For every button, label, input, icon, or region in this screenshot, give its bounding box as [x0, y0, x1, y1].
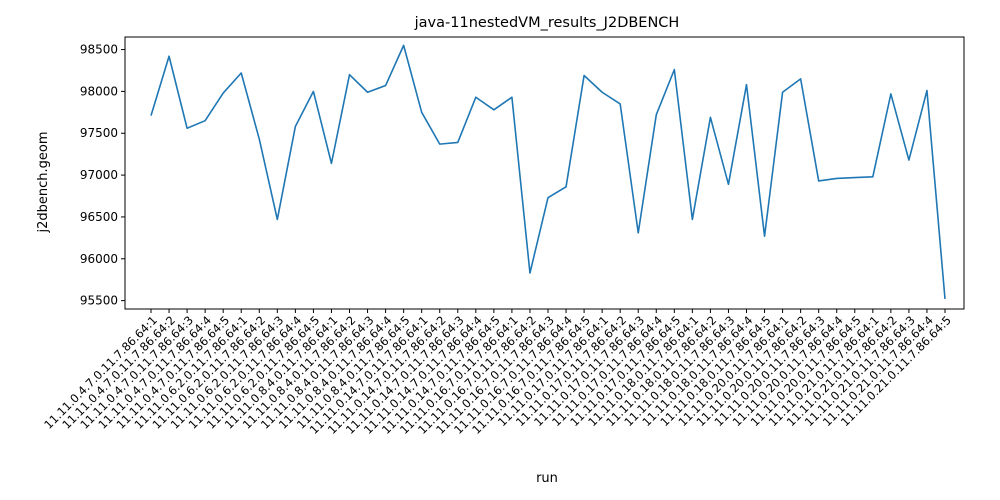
series-line — [150, 44, 946, 300]
y-tick-label: 96000 — [80, 252, 118, 266]
y-tick-label: 97500 — [80, 126, 118, 140]
chart-title: java-11nestedVM_results_J2DBENCH — [414, 15, 680, 31]
y-tick-label: 98500 — [80, 43, 118, 57]
x-axis-label: run — [536, 471, 558, 486]
y-tick-label: 96500 — [80, 210, 118, 224]
y-tick-label: 95500 — [80, 294, 118, 308]
plot-area — [150, 44, 946, 300]
y-axis-label: j2dbench.geom — [36, 131, 51, 233]
y-tick-label: 97000 — [80, 168, 118, 182]
plot-frame — [124, 36, 965, 310]
y-axis-ticks: 95500 96000 96500 97000 97500 98000 98500 — [80, 43, 125, 308]
y-tick-label: 98000 — [80, 84, 118, 98]
x-axis-ticks: 11.11.0.4.7.0.11.7.86.64:111.11.0.4.7.0.… — [41, 309, 954, 437]
